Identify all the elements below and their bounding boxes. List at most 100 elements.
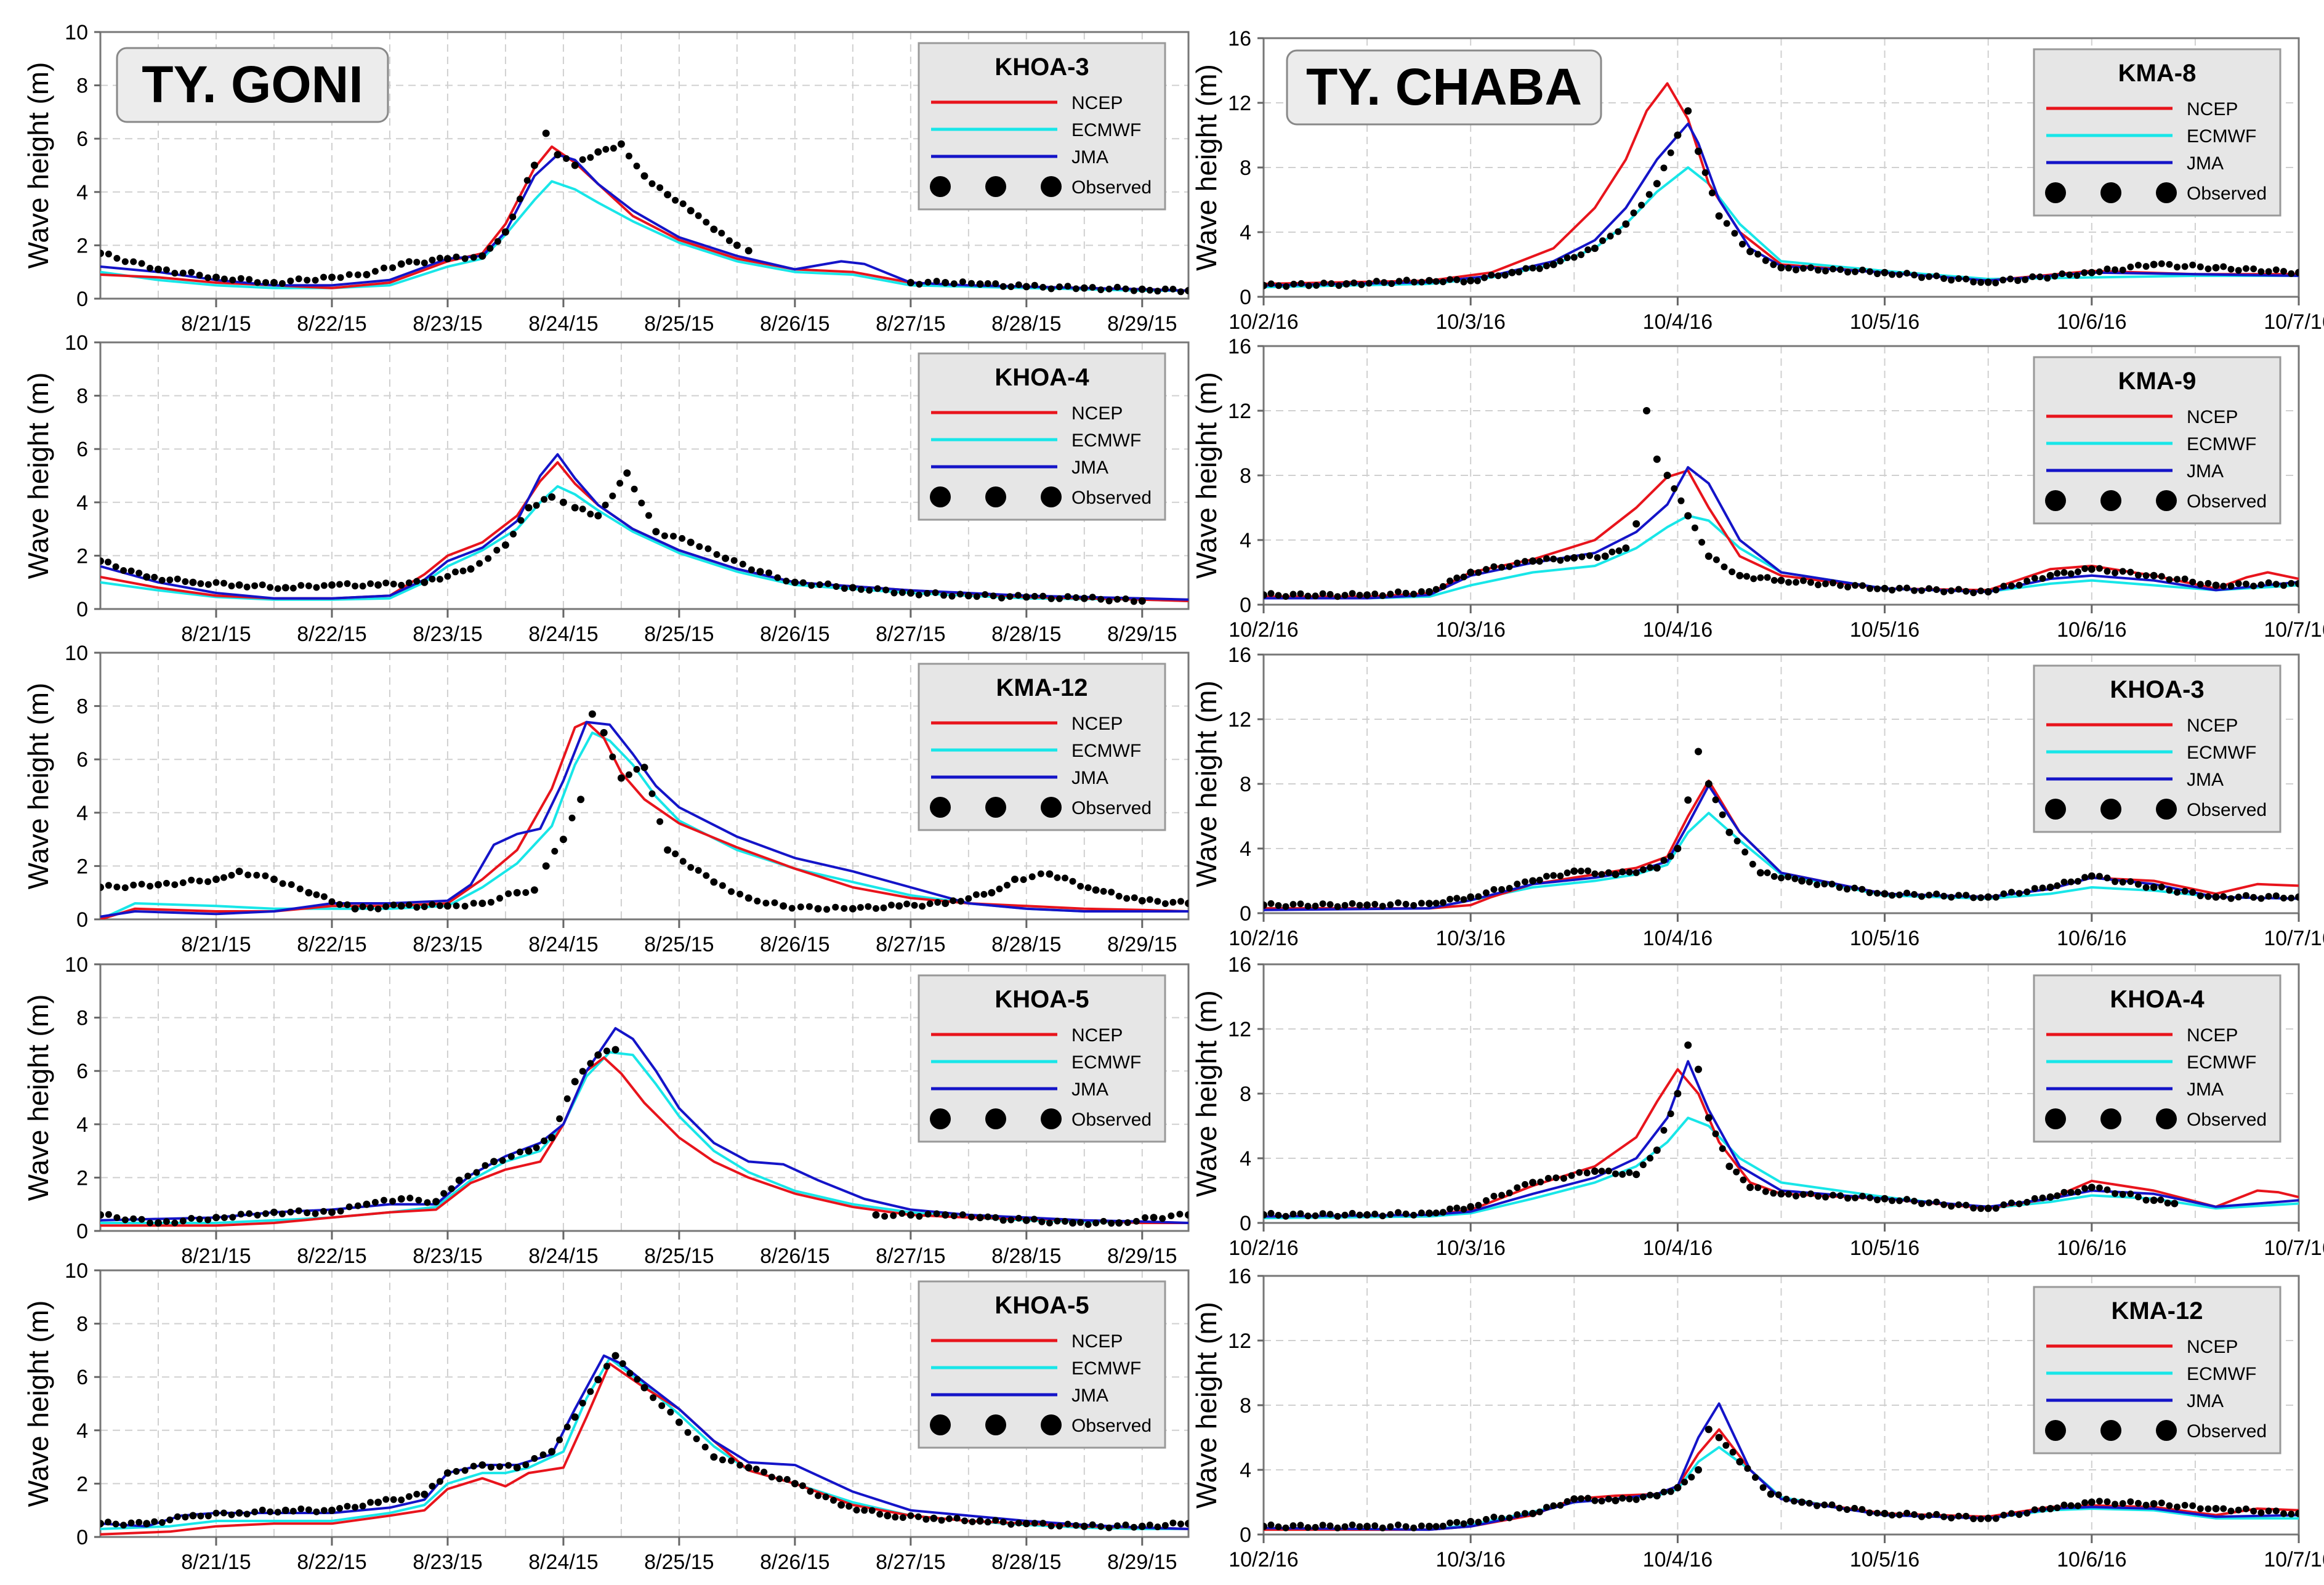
legend-label-ncep: NCEP [1071,1331,1123,1352]
observed-point [1522,1181,1528,1188]
observed-point [1084,1221,1092,1228]
observed-point [287,1208,294,1216]
observed-point [976,1517,984,1525]
observed-point [166,1516,174,1523]
observed-point [1379,592,1386,599]
observed-point [1056,1522,1063,1530]
observed-point [648,790,656,797]
observed-point [1764,869,1771,876]
observed-point [398,581,405,589]
observed-point [1169,898,1177,906]
observed-point [1844,1506,1850,1513]
observed-point [687,538,695,546]
observed-point [421,259,428,267]
observed-point [563,1423,571,1430]
x-tick-label: 8/28/15 [991,623,1061,646]
legend-swatch-observed [2156,1420,2177,1441]
observed-point [1154,898,1161,905]
series-line-ncep [1264,779,2299,910]
observed-point [204,1216,212,1224]
observed-point [609,492,616,499]
observed-point [999,1217,1007,1224]
plot-area [100,1026,1188,1228]
observed-point [1583,1169,1591,1177]
observed-point [933,1210,940,1217]
observed-point [1568,1172,1575,1179]
observed-point [1150,1214,1158,1222]
observed-point [1948,893,1955,901]
x-tick-label: 8/29/15 [1107,1551,1177,1574]
observed-point [670,533,677,540]
observed-point [1612,871,1620,878]
observed-point [320,1507,328,1514]
x-tick-label: 8/29/15 [1107,623,1177,646]
observed-point [754,897,761,905]
observed-point [2181,887,2189,895]
observed-point [1570,554,1578,562]
observed-point [1130,598,1137,605]
observed-point [1387,591,1394,598]
observed-point [548,1134,556,1142]
observed-point [1536,558,1543,565]
observed-point [1881,890,1889,898]
observed-point [1605,869,1612,876]
observed-point [964,592,972,600]
observed-point [461,903,469,910]
observed-point [744,247,752,255]
observed-point [525,504,533,512]
observed-point [1578,251,1584,259]
observed-point [2067,1502,2075,1509]
observed-point [1482,1197,1490,1204]
legend-swatch-observed [930,1414,951,1435]
observed-point [105,251,112,257]
observed-point [1746,1184,1754,1192]
observed-point [1806,878,1813,885]
observed-point [188,1215,195,1222]
observed-point [1836,1504,1843,1512]
observed-point [2008,582,2015,589]
observed-point [1881,268,1889,276]
observed-point [424,1199,431,1206]
observed-point [1185,287,1188,294]
observed-point [320,893,328,900]
observed-point [2096,1498,2103,1505]
observed-point [1881,1195,1889,1203]
observed-point [1622,544,1630,552]
observed-point [228,871,235,879]
observed-point [421,1490,429,1498]
observed-point [1844,1195,1852,1202]
observed-point [2023,1509,2031,1517]
observed-point [1729,1448,1737,1456]
observed-point [2096,873,2103,880]
observed-point [1264,1211,1267,1219]
observed-point [1608,548,1616,555]
observed-point [603,1047,610,1055]
observed-point [2189,1502,2197,1509]
observed-point [130,1215,137,1222]
observed-point [1543,262,1550,270]
station-label: KMA-12 [996,674,1088,701]
observed-point [579,156,586,163]
observed-point [135,570,143,577]
y-tick-label: 4 [76,1419,88,1443]
observed-point [1903,889,1911,897]
observed-point [1418,1522,1425,1530]
observed-point [2074,1188,2081,1196]
observed-point [522,889,530,896]
observed-point [2088,1498,2096,1506]
observed-point [1576,1169,1583,1176]
observed-point [942,900,950,907]
observed-point [551,847,559,855]
observed-point [984,1213,991,1220]
observed-point [1363,591,1371,599]
observed-point [2054,882,2061,889]
observed-point [1626,868,1633,876]
observed-point [1439,1209,1446,1216]
observed-point [1334,1212,1341,1220]
observed-point [1460,1520,1467,1527]
observed-point [1619,868,1626,876]
observed-point [113,255,121,262]
observed-point [1866,268,1874,275]
observed-point [270,876,278,883]
